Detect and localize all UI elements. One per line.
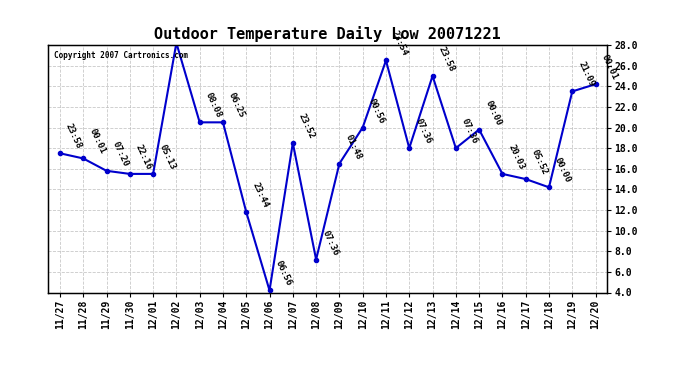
Text: 07:36: 07:36: [413, 117, 433, 146]
Text: 00:01: 00:01: [600, 53, 619, 81]
Text: 23:58: 23:58: [64, 122, 83, 150]
Text: 06:25: 06:25: [227, 92, 246, 120]
Text: Copyright 2007 Cartronics.com: Copyright 2007 Cartronics.com: [54, 51, 188, 60]
Text: 00:00: 00:00: [553, 156, 573, 184]
Text: 07:36: 07:36: [320, 228, 339, 257]
Text: 08:08: 08:08: [204, 92, 224, 120]
Text: 00:00: 00:00: [483, 99, 503, 127]
Text: 00:01: 00:01: [88, 128, 107, 156]
Text: 23:58: 23:58: [437, 45, 456, 73]
Text: 05:13: 05:13: [157, 143, 177, 171]
Title: Outdoor Temperature Daily Low 20071221: Outdoor Temperature Daily Low 20071221: [155, 27, 501, 42]
Text: 07:36: 07:36: [460, 117, 480, 146]
Text: 23:54: 23:54: [390, 30, 410, 58]
Text: 23:48: 23:48: [0, 374, 1, 375]
Text: 05:52: 05:52: [530, 148, 549, 176]
Text: 06:56: 06:56: [274, 260, 293, 288]
Text: 21:09: 21:09: [576, 60, 596, 88]
Text: 22:16: 22:16: [134, 143, 153, 171]
Text: 23:44: 23:44: [250, 181, 270, 209]
Text: 00:56: 00:56: [367, 96, 386, 125]
Text: 23:52: 23:52: [297, 112, 317, 140]
Text: 01:48: 01:48: [344, 133, 363, 161]
Text: 07:20: 07:20: [110, 140, 130, 168]
Text: 20:03: 20:03: [506, 143, 526, 171]
